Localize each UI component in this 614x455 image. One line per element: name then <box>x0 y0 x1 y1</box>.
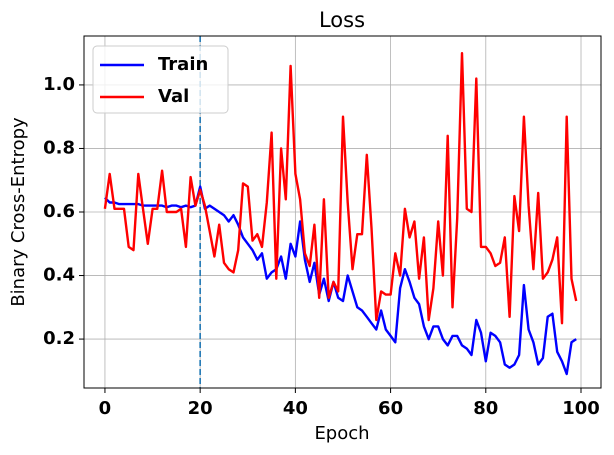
y-tick-label: 0.8 <box>43 137 75 158</box>
x-tick-label: 60 <box>378 398 403 419</box>
chart-title: Loss <box>319 8 365 32</box>
x-tick-label: 40 <box>283 398 308 419</box>
x-axis-label: Epoch <box>314 423 369 444</box>
y-tick-label: 0.6 <box>43 201 75 222</box>
y-tick-label: 0.2 <box>43 328 75 349</box>
legend-label: Val <box>158 86 189 107</box>
x-tick-label: 100 <box>562 398 600 419</box>
y-axis-label: Binary Cross-Entropy <box>8 117 29 307</box>
series-line <box>104 185 577 376</box>
legend-label: Train <box>158 54 208 75</box>
y-tick-label: 0.4 <box>43 265 75 286</box>
y-tick-label: 1.0 <box>43 74 75 95</box>
x-tick-label: 80 <box>473 398 498 419</box>
plot-frame <box>83 35 602 389</box>
x-tick-label: 0 <box>99 398 112 419</box>
x-tick-label: 20 <box>188 398 213 419</box>
series-line <box>103 52 578 325</box>
